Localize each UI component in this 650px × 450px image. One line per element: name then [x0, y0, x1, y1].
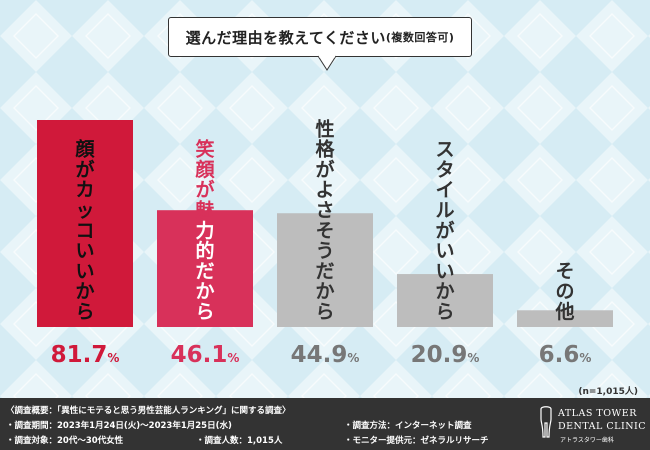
survey-footer: 〈調査概要：「異性にモテると思う男性芸能人ランキング」に関する調査〉 ・調査期間…	[0, 398, 650, 450]
question-bubble: 選んだ理由を教えてください (複数回答可)	[168, 17, 472, 57]
bar-3	[277, 213, 373, 327]
bar-5	[517, 310, 613, 327]
bar-1	[37, 120, 133, 327]
bar-chart: 顔がカッコいいから 81.7% 笑顔が魅力的だから 46.1% 性格がよさそうだから 44…	[37, 117, 613, 368]
survey-provider: ・モニター提供元：ゼネラルリサーチ	[344, 436, 489, 446]
question-text: 選んだ理由を教えてください	[185, 28, 386, 47]
category-label-1: 顔がカッコいいから	[74, 138, 95, 323]
value-label-4: 20.9%	[411, 342, 480, 368]
logo-text-line1: ATLAS TOWER	[558, 408, 637, 419]
value-label-2: 46.1%	[171, 342, 240, 368]
category-label-5: その他	[554, 260, 574, 323]
question-note: (複数回答可)	[385, 31, 455, 44]
logo-text-line3: アトラスタワー歯科	[560, 437, 614, 444]
logo-text-line2: DENTAL CLINIC	[558, 421, 647, 432]
survey-method: ・調査方法：インターネット調査	[344, 421, 472, 431]
survey-target: ・調査対象：20代〜30代女性	[6, 436, 124, 446]
bar-4	[397, 274, 493, 327]
category-label-3: 性格がよさそうだから	[315, 117, 335, 323]
survey-period: ・調査期間：2023年1月24日(火)〜2023年1月25日(水)	[6, 421, 232, 431]
value-label-1: 81.7%	[51, 342, 120, 368]
tooth-logo-icon	[540, 406, 552, 438]
survey-summary: 〈調査概要：「異性にモテると思う男性芸能人ランキング」に関する調査〉	[6, 406, 291, 416]
category-label-4: スタイルがいいから	[435, 139, 454, 323]
bubble-tail	[317, 55, 337, 71]
sample-size-note: (n=1,015人)	[578, 387, 638, 397]
survey-count: ・調査人数：1,015人	[196, 436, 283, 446]
value-label-3: 44.9%	[291, 342, 360, 368]
value-label-5: 6.6%	[539, 342, 592, 368]
category-label-2: 笑顔が魅力的だから	[194, 138, 215, 323]
bar-2	[157, 210, 253, 327]
